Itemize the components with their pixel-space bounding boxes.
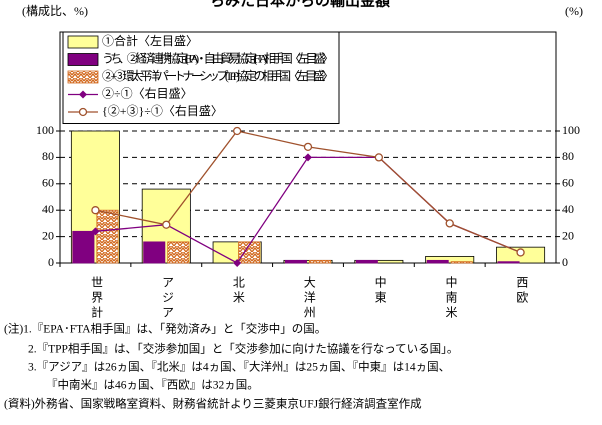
line-marker [516, 248, 525, 257]
bar [284, 259, 307, 264]
legend-swatch [67, 35, 99, 49]
bar [96, 209, 119, 264]
legend-label: うち、②経済連携協定(EPA)・自由貿易協定(FTA)相手国〈左目盛〉 [102, 50, 334, 65]
y2-tick-label: 0 [562, 255, 568, 269]
y-tick-label: 40 [42, 202, 54, 216]
x-tick-label: 大洋州 [302, 276, 316, 321]
bar [72, 230, 95, 264]
bar [497, 261, 520, 264]
y2-tick-label: 80 [562, 149, 574, 163]
line-marker [304, 153, 312, 162]
line-marker [78, 107, 88, 117]
note: (資料)外務省、国家戦略室資料、財務省統計より三菱東京UFJ銀行経済調査室作成 [4, 397, 422, 411]
line-marker [79, 90, 87, 99]
bar [238, 241, 261, 264]
y2-tick-label: 20 [562, 228, 574, 242]
y2-tick-label: 60 [562, 176, 574, 190]
y-tick-label: 0 [48, 255, 54, 269]
legend-label: {②+③}÷①〈右目盛〉 [102, 103, 223, 118]
note: 3.『アジア』は26ヵ国、『北米』は4ヵ国、『大洋州』は25ヵ国、『中東』は14… [28, 360, 450, 374]
y2-tick-label: 100 [562, 123, 580, 137]
legend-swatch [67, 53, 99, 66]
y-tick-label: 20 [42, 228, 54, 242]
x-tick-label: 西欧 [515, 276, 529, 306]
bar [354, 259, 404, 264]
y2-tick-label: 40 [562, 202, 574, 216]
y-tick-label: 60 [42, 176, 54, 190]
note: 『中南米』は46ヵ国、『西欧』は32ヵ国。 [46, 378, 259, 392]
x-tick-label: 中東 [373, 275, 387, 306]
y2-axis-label: (%) [565, 4, 583, 18]
line-marker [91, 227, 100, 236]
bar [309, 259, 332, 264]
chart-title: らみた日本からの輸出金額 [210, 0, 390, 9]
y-tick-label: 80 [42, 149, 54, 163]
note: 2.『TPP相手国』は、「交渉参加国」と「交渉参加に向けた協議を行なっている国」… [28, 342, 458, 356]
x-tick-label: 北米 [231, 276, 245, 306]
line-marker [445, 219, 454, 228]
bar [143, 241, 166, 264]
legend-label: ②+③環太平洋パートナーシップ(TPP)協定の相手国〈左目盛〉 [102, 68, 334, 83]
line-marker [91, 206, 100, 215]
bar [426, 259, 449, 264]
legend-label: ①合計〈左目盛〉 [102, 33, 198, 48]
bar [355, 259, 378, 264]
line-marker [233, 259, 242, 267]
x-tick-label: 中南米 [444, 275, 458, 321]
x-tick-label: 世界計 [90, 276, 104, 321]
legend-swatch [67, 70, 99, 84]
legend-label: ②÷①〈右目盛〉 [102, 85, 193, 100]
legend-box [62, 31, 340, 124]
bar [425, 255, 475, 264]
y-tick-label: 100 [36, 123, 54, 137]
bar [283, 259, 333, 264]
bar [450, 261, 473, 264]
bar [167, 241, 190, 264]
line-marker [374, 153, 384, 162]
line-marker [303, 142, 313, 151]
note: (注)1.『EPA･FTA相手国』は、「発効済み」と「交渉中」の国。 [4, 322, 326, 336]
line-marker [162, 220, 171, 229]
x-tick-label: アジア [161, 276, 175, 321]
line-marker [232, 126, 242, 136]
y-axis-label: (構成比、%) [22, 4, 88, 18]
